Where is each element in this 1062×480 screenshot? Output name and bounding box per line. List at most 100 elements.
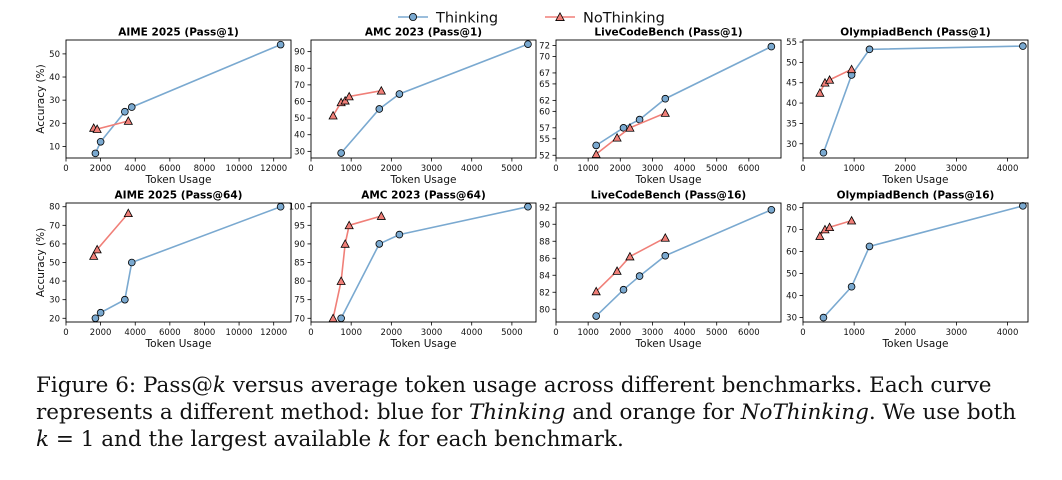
legend: Thinking NoThinking	[398, 11, 665, 27]
x-tick-label: 10000	[226, 164, 253, 174]
data-point-nothinking	[612, 266, 622, 275]
x-tick-label: 4000	[461, 328, 483, 338]
x-tick-label: 2000	[894, 328, 916, 338]
chart-title: LiveCodeBench (Pass@1)	[594, 27, 742, 39]
y-tick-label: 10	[49, 142, 60, 152]
y-tick-label: 20	[49, 119, 60, 129]
y-tick-label: 67	[539, 69, 550, 79]
y-axis-label: Accuracy (%)	[35, 228, 47, 297]
data-point-nothinking	[660, 233, 670, 242]
y-tick-label: 50	[294, 114, 305, 124]
data-point-nothinking	[625, 122, 635, 132]
x-tick-label: 4000	[674, 164, 696, 174]
x-tick-label: 1000	[340, 328, 362, 338]
data-point-thinking	[635, 272, 644, 280]
data-point-thinking	[127, 258, 136, 267]
chart-title: OlympiadBench (Pass@16)	[837, 190, 995, 202]
caption-text: and orange for	[565, 400, 741, 425]
caption-italic-text: NoThinking	[740, 400, 869, 425]
data-point-thinking	[96, 308, 105, 317]
y-tick-label: 100	[289, 203, 305, 213]
y-tick-label: 75	[294, 296, 305, 306]
x-tick-label: 8000	[194, 328, 216, 338]
data-point-nothinking	[815, 88, 825, 97]
series-line-nothinking	[595, 237, 666, 292]
y-tick-label: 85	[294, 259, 305, 269]
x-tick-label: 2000	[90, 328, 112, 338]
data-point-nothinking	[89, 251, 99, 260]
data-point-thinking	[819, 313, 828, 322]
data-point-thinking	[619, 285, 628, 294]
data-point-nothinking	[328, 313, 338, 323]
y-tick-label: 30	[786, 140, 797, 150]
caption-line: represents a different method: blue for …	[36, 399, 1036, 426]
data-point-nothinking	[344, 91, 354, 101]
x-tick-label: 6000	[738, 328, 760, 338]
x-tick-label: 1000	[577, 164, 599, 174]
y-tick-label: 30	[49, 96, 60, 106]
x-tick-label: 6000	[738, 164, 760, 174]
chart-panel-2: AMC 2023 (Pass@1) 0 1000 2000 3000 4000 5000 30…	[294, 27, 537, 186]
data-point-thinking	[91, 149, 100, 158]
data-point-thinking	[865, 242, 874, 251]
x-tick-label: 4000	[674, 328, 696, 338]
legend-item-thinking: Thinking	[398, 11, 498, 27]
y-tick-label: 80	[294, 64, 305, 74]
data-point-thinking	[524, 202, 532, 211]
y-tick-label: 70	[786, 225, 797, 235]
x-tick-label: 8000	[194, 164, 216, 174]
x-tick-label: 10000	[226, 328, 253, 338]
data-point-thinking	[847, 282, 856, 291]
data-point-nothinking	[824, 75, 835, 84]
data-point-nothinking	[328, 110, 338, 120]
y-tick-label: 90	[294, 48, 305, 58]
x-tick-label: 2000	[381, 164, 403, 174]
x-tick-label: 0	[63, 328, 68, 338]
x-axis-label: Token Usage	[390, 338, 457, 350]
series-line-thinking	[340, 205, 529, 319]
chart-panel-4: OlympiadBench (Pass@1) 0 1000 2000 3000 4000 3…	[786, 27, 1029, 186]
caption-text: Figure 6: Pass@	[36, 373, 213, 398]
y-tick-label: 80	[49, 203, 60, 213]
y-tick-label: 40	[49, 73, 60, 83]
plot-frame	[555, 202, 782, 323]
x-tick-label: 0	[800, 164, 805, 174]
y-tick-label: 50	[49, 50, 60, 60]
x-tick-label: 0	[553, 164, 558, 174]
x-tick-label: 5000	[706, 164, 728, 174]
x-tick-label: 0	[63, 164, 68, 174]
data-point-thinking	[661, 251, 670, 260]
x-tick-label: 4000	[997, 164, 1019, 174]
series-line-thinking	[822, 45, 1023, 153]
plot-frame	[65, 39, 292, 159]
data-point-thinking	[524, 40, 532, 48]
x-tick-label: 3000	[946, 328, 968, 338]
data-point-thinking	[865, 45, 874, 54]
chart-title: AIME 2025 (Pass@1)	[118, 27, 239, 39]
data-point-nothinking	[92, 244, 102, 254]
chart-panel-3: LiveCodeBench (Pass@1) 0 1000 2000 3000 4000 5…	[539, 27, 782, 186]
x-tick-label: 2000	[90, 164, 112, 174]
y-tick-label: 65	[539, 80, 550, 90]
y-tick-label: 40	[786, 99, 797, 109]
x-tick-label: 5000	[501, 164, 523, 174]
x-tick-label: 1000	[340, 164, 362, 174]
x-tick-label: 3000	[642, 328, 664, 338]
x-tick-label: 4000	[997, 328, 1019, 338]
data-point-thinking	[127, 103, 136, 111]
x-tick-label: 1000	[843, 164, 865, 174]
x-tick-label: 1000	[843, 328, 865, 338]
data-point-nothinking	[340, 95, 350, 105]
x-tick-label: 3000	[642, 164, 664, 174]
x-tick-label: 3000	[421, 328, 443, 338]
data-point-thinking	[592, 312, 600, 320]
x-tick-label: 1000	[577, 328, 599, 338]
chart-panel-1: AIME 2025 (Pass@1) 0 2000 4000 6000 8000 10000…	[35, 27, 292, 186]
caption-text: . We use both	[868, 400, 1017, 425]
legend-marker-triangle	[555, 11, 565, 21]
chart-panel-6: AMC 2023 (Pass@64) 0 1000 2000 3000 4000 5000 7…	[289, 190, 537, 350]
y-tick-label: 30	[49, 296, 60, 306]
caption-line: Figure 6: Pass@k versus average token us…	[36, 372, 1036, 399]
y-tick-label: 70	[294, 81, 305, 91]
plot-frame	[555, 39, 782, 159]
